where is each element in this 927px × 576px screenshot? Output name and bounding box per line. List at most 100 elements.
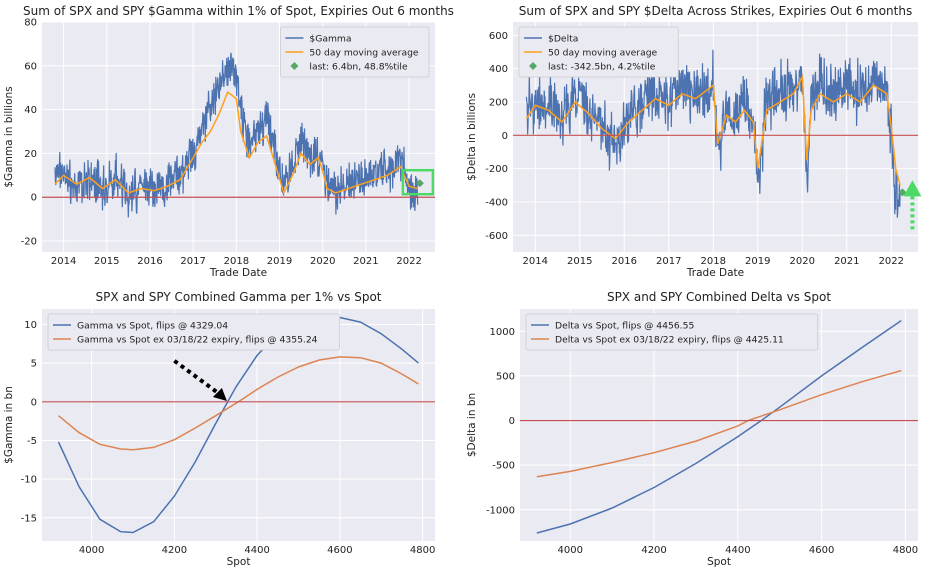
gamma-history-chart: 2014 2015 2016 2017 2018 2019 2020 2021 2022 -20 0…	[0, 0, 463, 286]
y-axis-label: $Gamma in bn	[3, 386, 15, 464]
series-line-1	[54, 90, 418, 195]
y-tick-label: -200	[485, 164, 508, 175]
chart-svg: 4000 4200 4400 4600 4800 -1000 -500 0 500 1000 SPX…	[466, 290, 918, 568]
y-tick-label: 200	[489, 98, 508, 109]
x-tick-label: 4800	[893, 545, 918, 556]
y-tick-label: 500	[496, 371, 515, 382]
x-tick-label: 2021	[834, 256, 859, 267]
legend-swatch	[529, 62, 537, 70]
y-tick-label: -1000	[486, 505, 515, 516]
y-tick-label: 0	[509, 416, 515, 427]
annotation-arrowhead	[212, 388, 227, 402]
delta-vs-spot-chart: 4000 4200 4400 4600 4800 -1000 -500 0 500 1000 SPX…	[463, 286, 927, 572]
legend: Delta vs Spot, flips @ 4456.55 Delta vs S…	[525, 313, 819, 351]
legend-label: Delta vs Spot, flips @ 4456.55	[555, 321, 694, 332]
x-tick-label: 2014	[51, 256, 76, 267]
y-tick-label: 0	[31, 193, 37, 204]
legend: Gamma vs Spot, flips @ 4329.04 Gamma vs S…	[47, 313, 341, 351]
y-tick-label: -20	[21, 237, 37, 248]
x-tick-label: 2017	[180, 256, 205, 267]
x-tick-label: 2020	[790, 256, 815, 267]
y-tick-label: 40	[24, 105, 37, 116]
chart-title: SPX and SPY Combined Gamma per 1% vs Spo…	[95, 290, 381, 304]
series-line-0	[536, 319, 902, 534]
y-tick-label: 60	[24, 61, 37, 72]
x-tick-label: 2014	[523, 256, 548, 267]
y-tick-label: 600	[489, 31, 508, 42]
x-tick-label: 4000	[79, 545, 104, 556]
y-tick-label: 0	[502, 131, 508, 142]
annotation-arrow	[173, 359, 223, 397]
chart-title: Sum of SPX and SPY $Delta Across Strikes…	[519, 4, 912, 18]
series-line-1	[536, 369, 902, 478]
x-tick-label: 2017	[656, 256, 681, 267]
y-axis-label: $Delta in bn	[466, 393, 478, 457]
y-tick-label: 10	[24, 320, 37, 331]
x-tick-label: 2021	[353, 256, 378, 267]
chart-svg: 2014 2015 2016 2017 2018 2019 2020 2021 2022 -600…	[466, 4, 922, 279]
x-tick-label: 2016	[137, 256, 162, 267]
x-tick-label: 2022	[396, 256, 421, 267]
legend-swatch	[290, 62, 299, 70]
y-tick-label: -15	[21, 513, 37, 524]
legend-label: 50 day moving average	[309, 48, 419, 59]
x-tick-label: 4400	[725, 545, 750, 556]
series-line-1	[525, 74, 901, 186]
y-axis-label: $Delta in billions	[466, 93, 478, 181]
legend-label: Gamma vs Spot, flips @ 4329.04	[77, 321, 228, 332]
legend-label: 50 day moving average	[548, 48, 658, 59]
y-tick-label: -600	[485, 231, 508, 242]
chart-svg: 2014 2015 2016 2017 2018 2019 2020 2021 2022 -20 0…	[3, 4, 454, 279]
legend-label: Delta vs Spot ex 03/18/22 expiry, flips …	[555, 335, 784, 346]
chart-title: SPX and SPY Combined Delta vs Spot	[607, 290, 831, 304]
highlight-box	[401, 168, 435, 196]
x-tick-label: 2019	[745, 256, 770, 267]
x-tick-label: 4600	[809, 545, 834, 556]
legend-label: last: -342.5bn, 4.2%tile	[548, 62, 656, 73]
last-value-marker	[898, 188, 907, 197]
y-axis-label: $Gamma in billions	[3, 86, 15, 187]
x-tick-label: 4400	[244, 545, 269, 556]
x-tick-label: 4200	[641, 545, 666, 556]
series-line-0	[525, 49, 901, 218]
y-tick-label: 20	[24, 149, 37, 160]
legend-label: $Delta	[548, 34, 578, 45]
legend-label: $Gamma	[309, 34, 351, 45]
x-tick-label: 2019	[267, 256, 292, 267]
x-tick-label: 2015	[94, 256, 119, 267]
chart-title: Sum of SPX and SPY $Gamma within 1% of S…	[23, 4, 454, 18]
y-tick-label: -500	[492, 461, 515, 472]
x-tick-label: 4200	[162, 545, 187, 556]
series-line-0	[57, 316, 419, 534]
series-line-0	[54, 52, 419, 218]
y-tick-label: -5	[27, 436, 37, 447]
gamma-vs-spot-chart: 4000 4200 4400 4600 4800 -15 -10 -5 0 5 10 SPX and …	[0, 286, 463, 572]
y-tick-label: 0	[31, 397, 37, 408]
x-tick-label: 4800	[410, 545, 435, 556]
delta-history-chart: 2014 2015 2016 2017 2018 2019 2020 2021 2022 -600…	[463, 0, 927, 286]
x-tick-label: 2018	[224, 256, 249, 267]
y-tick-label: 80	[24, 18, 37, 29]
x-tick-label: 2015	[567, 256, 592, 267]
legend: $Delta 50 day moving average last: -342.5b…	[518, 26, 679, 78]
x-tick-label: 2020	[310, 256, 335, 267]
y-tick-label: 400	[489, 64, 508, 75]
legend-label: Gamma vs Spot ex 03/18/22 expiry, flips …	[77, 335, 318, 346]
last-value-marker	[415, 179, 424, 188]
x-tick-label: 4600	[327, 545, 352, 556]
x-axis-label: Trade Date	[686, 267, 744, 279]
y-tick-label: -10	[21, 475, 37, 486]
chart-svg: 4000 4200 4400 4600 4800 -15 -10 -5 0 5 10 SPX and …	[3, 290, 435, 568]
x-axis-label: Spot	[707, 556, 731, 568]
x-tick-label: 4000	[558, 545, 583, 556]
x-tick-label: 2022	[879, 256, 904, 267]
x-tick-label: 2018	[701, 256, 726, 267]
y-tick-label: -400	[485, 198, 508, 209]
x-axis-label: Spot	[227, 556, 251, 568]
legend-label: last: 6.4bn, 48.8%tile	[309, 62, 408, 73]
x-tick-label: 2016	[612, 256, 637, 267]
y-tick-label: 5	[31, 359, 37, 370]
y-tick-label: 1000	[490, 327, 515, 338]
legend: $Gamma 50 day moving average last: 6.4bn, …	[279, 26, 430, 78]
highlight-arrowhead	[903, 180, 922, 197]
